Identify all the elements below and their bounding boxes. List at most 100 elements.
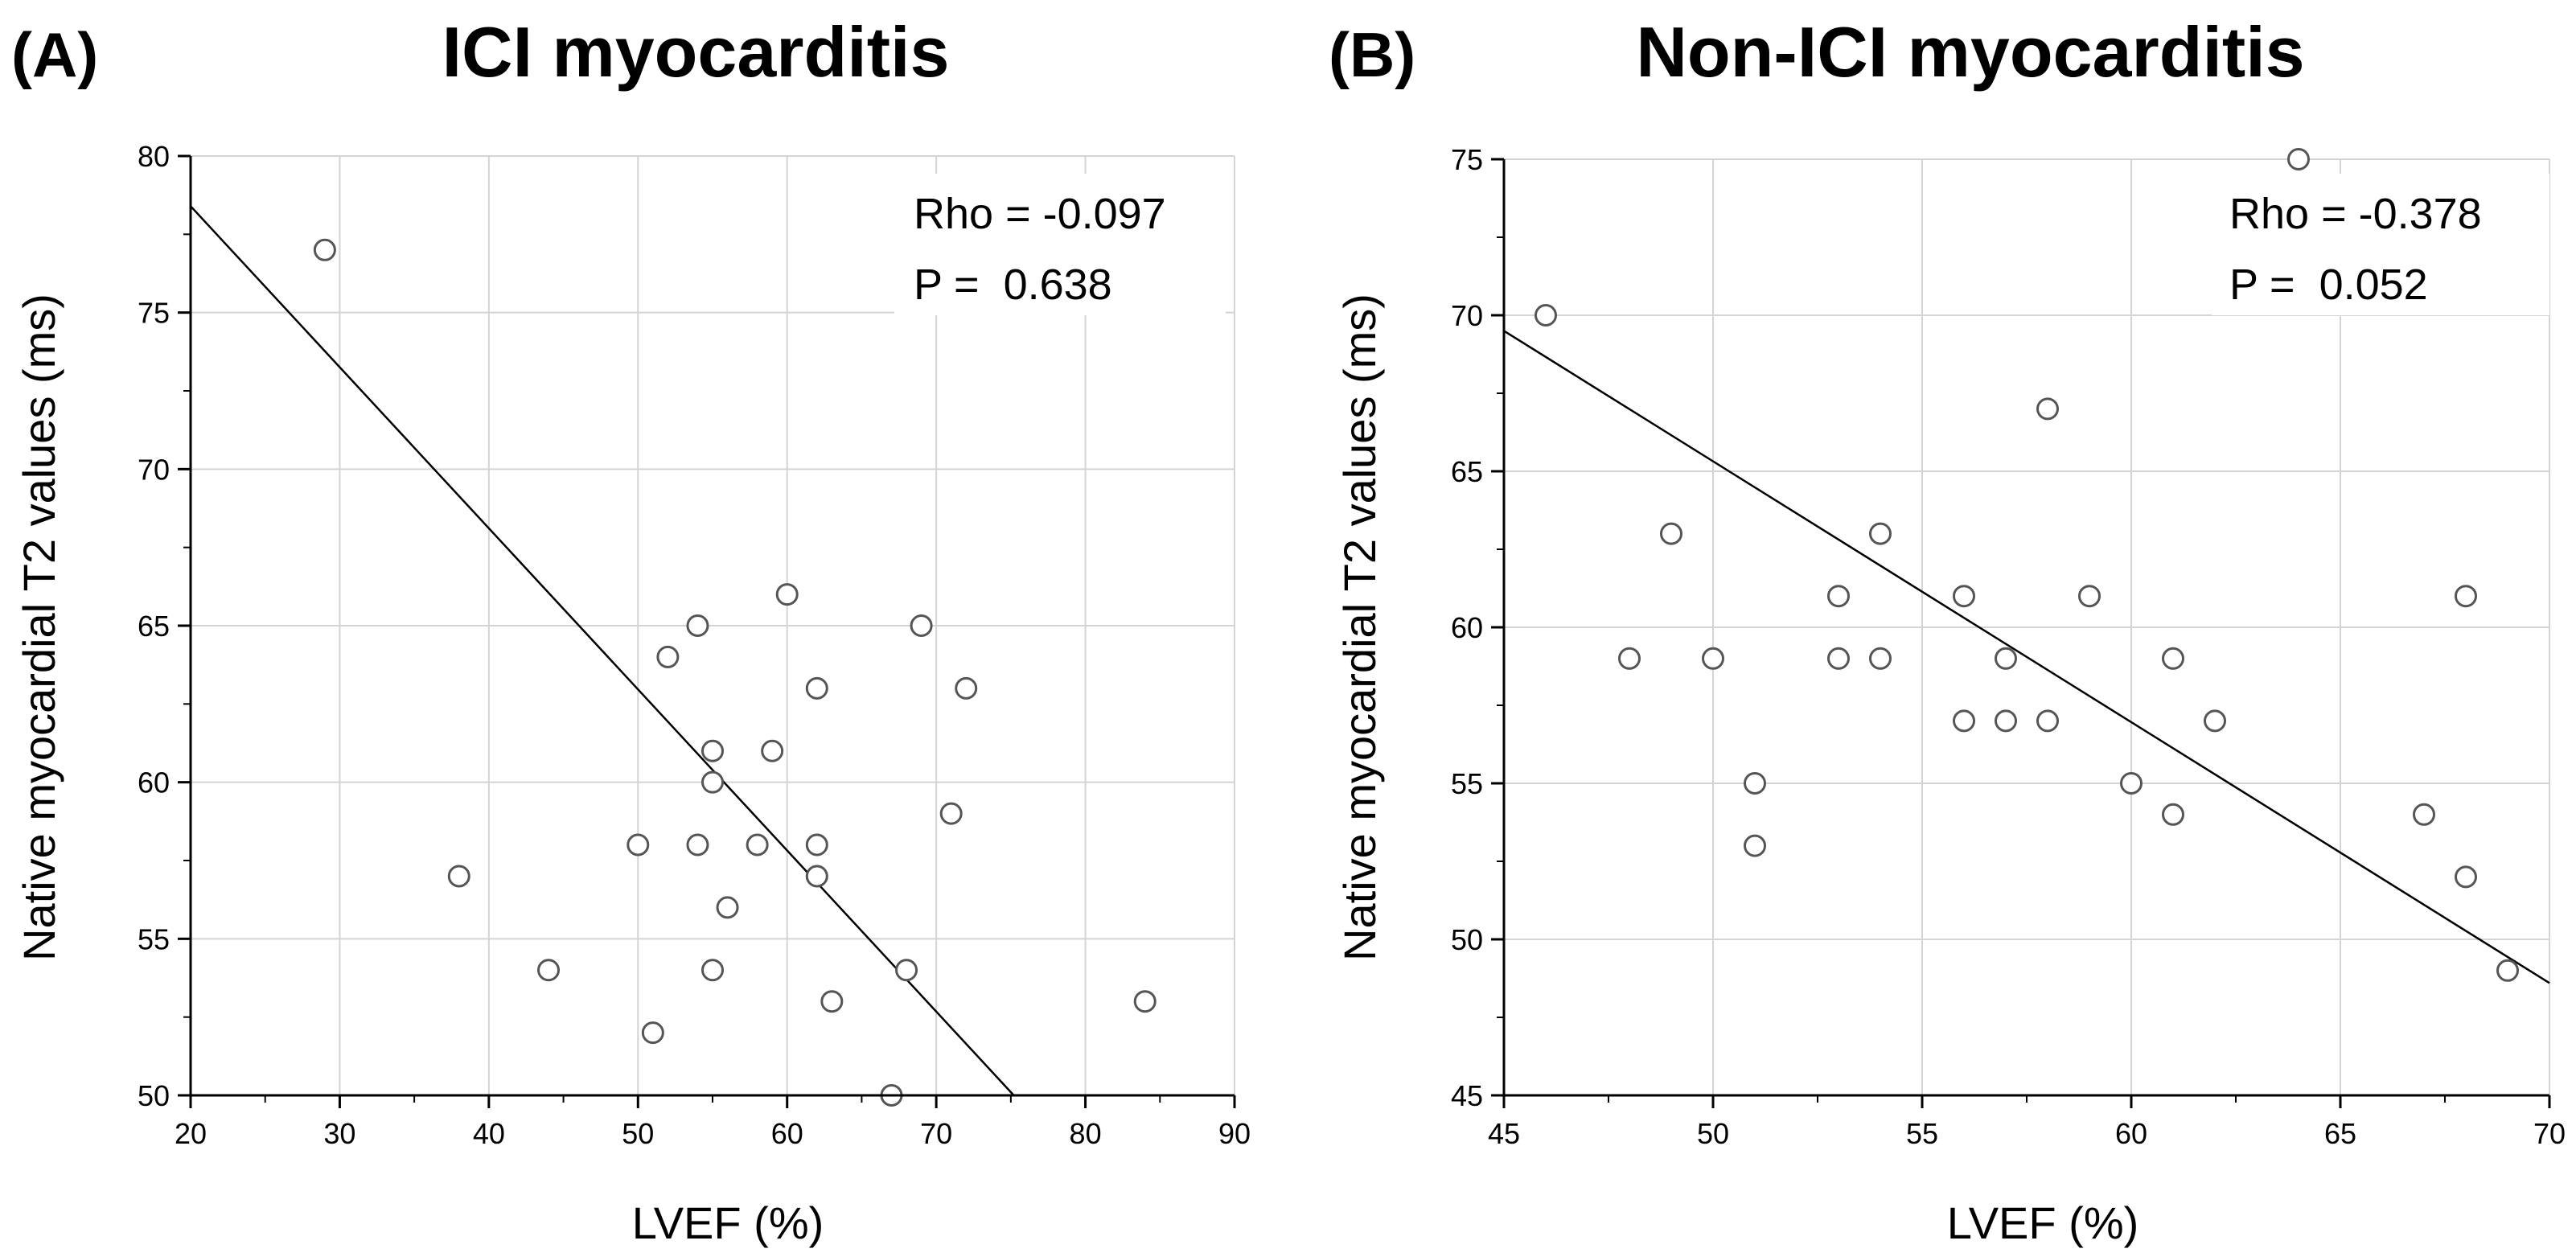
plot-b-data-point — [2204, 709, 2226, 733]
plot-a-data-point — [686, 614, 709, 637]
plot-b-y-tick-label: 45 — [1451, 1079, 1483, 1112]
plot-b-y-tick-label: 50 — [1451, 923, 1483, 956]
plot-a-y-tick-label: 60 — [138, 766, 170, 799]
plot-b-data-point — [2036, 709, 2059, 733]
panel-a-letter: (A) — [11, 19, 98, 90]
plot-b-xlabel: LVEF (%) — [1947, 1197, 2139, 1248]
plot-a-tick-labels: 20 30 40 50 60 70 80 90 50 55 60 65 70 75 80 — [138, 140, 1251, 1150]
plot-a-data-point — [701, 770, 724, 794]
plot-a-data-point — [805, 865, 828, 888]
plot-a-data-point — [313, 238, 336, 261]
plot-a-y-tick-label: 70 — [138, 453, 170, 486]
plot-b-data-point — [1953, 585, 1975, 608]
plot-b-data-point — [2455, 585, 2477, 608]
plot-a-x-tick-label: 70 — [920, 1117, 952, 1150]
plot-b-x-tick-label: 65 — [2324, 1117, 2356, 1150]
plot-a-data-point — [895, 959, 918, 982]
plot-b-y-tick-label: 55 — [1451, 767, 1483, 800]
plot-b-y-tick-label: 75 — [1451, 143, 1483, 176]
plot-b-data-point — [2078, 585, 2101, 608]
plot-a-data-point — [910, 614, 933, 637]
plot-a-regression-line — [190, 205, 1015, 1096]
plot-b-regression — [1503, 330, 2550, 984]
plot-a-data-point — [805, 833, 828, 856]
plot-a-x-tick-label: 20 — [175, 1117, 207, 1150]
plot-b-data-point — [2496, 959, 2519, 982]
plot-a-p-value: P = 0.638 — [914, 261, 1112, 309]
plot-b-data-point — [1953, 709, 1975, 733]
plot-a-data-point — [805, 676, 828, 700]
plot-a-y-tick-label: 75 — [138, 297, 170, 330]
plot-a-x-tick-label: 50 — [622, 1117, 654, 1150]
plot-a-axes — [178, 154, 1236, 1108]
plot-b-x-tick-label: 60 — [2115, 1117, 2147, 1150]
plot-b-data-point — [2036, 397, 2059, 421]
panel-b: (B) Non-ICI myocarditis 45 50 55 60 65 70 45 50… — [1329, 12, 2566, 1248]
plot-a-data-point — [701, 959, 724, 982]
plot-a-x-tick-label: 40 — [473, 1117, 505, 1150]
plot-a-x-tick-label: 30 — [323, 1117, 355, 1150]
plot-a-points — [313, 238, 1157, 1107]
plot-a-data-point — [656, 645, 680, 668]
plot-b-data-point — [1827, 585, 1850, 608]
plot-b-data-point — [1535, 304, 1557, 327]
plot-b-data-point — [1660, 522, 1682, 545]
plot-b-data-point — [1827, 647, 1850, 670]
plot-b-x-tick-label: 45 — [1488, 1117, 1520, 1150]
plot-a-data-point — [537, 959, 561, 982]
plot-a-x-tick-label: 60 — [771, 1117, 803, 1150]
plot-a-data-point — [716, 896, 739, 919]
plot-b-data-point — [1869, 647, 1892, 670]
plot-b-p-value: P = 0.052 — [2229, 261, 2428, 309]
plot-b-ylabel: Native myocardial T2 values (ms) — [1334, 294, 1385, 961]
plot-a-annotation-box — [894, 174, 1226, 315]
plot-b-data-point — [1995, 647, 2017, 670]
plot-a-data-point — [775, 583, 799, 606]
plot-b-axes — [1491, 158, 2551, 1108]
plot-b-points — [1535, 148, 2519, 982]
plot-a-ylabel: Native myocardial T2 values (ms) — [14, 294, 64, 961]
plot-a-data-point — [686, 833, 709, 856]
plot-b-data-point — [1744, 772, 1766, 795]
plot-b-y-tick-label: 60 — [1451, 611, 1483, 644]
plot-b-annotation-box — [2212, 174, 2549, 315]
plot-b-x-tick-label: 50 — [1697, 1117, 1729, 1150]
plot-a-x-tick-label: 90 — [1218, 1117, 1251, 1150]
plot-a-data-point — [761, 739, 784, 762]
plot-b-data-point — [1744, 834, 1766, 857]
plot-b-data-point — [2162, 803, 2184, 826]
plot-b-tick-labels: 45 50 55 60 65 70 45 50 55 60 65 70 75 — [1451, 143, 2566, 1150]
plot-a-y-tick-label: 50 — [138, 1079, 170, 1112]
plot-b-y-tick-label: 65 — [1451, 455, 1483, 488]
plot-a-data-point — [1133, 990, 1157, 1013]
plot-a-data-point — [447, 865, 470, 888]
plot-a-data-point — [939, 802, 963, 825]
plot-a-y-tick-label: 65 — [138, 610, 170, 643]
plot-a-regression — [190, 205, 1015, 1096]
plot-a-data-point — [820, 990, 844, 1013]
panel-a-title: ICI myocarditis — [442, 12, 950, 92]
panel-b-title: Non-ICI myocarditis — [1636, 12, 2304, 92]
plot-a-xlabel: LVEF (%) — [632, 1197, 824, 1248]
plot-a-data-point — [701, 739, 724, 762]
plot-a-y-tick-label: 80 — [138, 140, 170, 173]
panel-b-letter: (B) — [1329, 19, 1415, 90]
plot-a-x-tick-label: 80 — [1070, 1117, 1102, 1150]
plot-b-data-point — [2120, 772, 2143, 795]
plot-b-data-point — [1995, 709, 2017, 733]
plot-b-y-tick-label: 70 — [1451, 299, 1483, 332]
plot-b-x-tick-label: 55 — [1906, 1117, 1938, 1150]
plot-b-data-point — [1869, 522, 1892, 545]
plot-b-data-point — [1702, 647, 1724, 670]
plot-b-regression-line — [1503, 330, 2550, 984]
plot-b-data-point — [2455, 865, 2477, 889]
plot-b-data-point — [2413, 803, 2435, 826]
plot-b-data-point — [2162, 647, 2184, 670]
plot-a-rho: Rho = -0.097 — [914, 190, 1166, 238]
plot-b-rho: Rho = -0.378 — [2229, 190, 2482, 238]
plot-b-data-point — [2287, 148, 2310, 170]
plot-a-data-point — [627, 833, 650, 856]
plot-a-data-point — [955, 676, 978, 700]
plot-b-data-point — [1618, 647, 1641, 670]
